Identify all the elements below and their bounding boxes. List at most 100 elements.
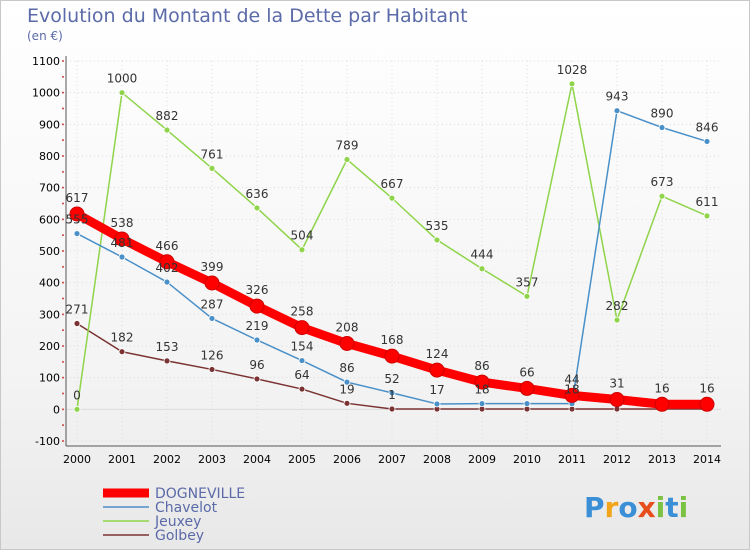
data-point-chavelot [298,357,306,364]
y-minor-tick [62,60,64,62]
y-tick-label: 800 [39,150,60,163]
logo-letter: i [655,491,666,524]
y-minor-tick [62,408,64,411]
data-point-chavelot [343,378,351,386]
data-point-chavelot [208,315,216,322]
y-minor-tick [62,186,64,189]
data-point-jeuxey [613,316,621,324]
logo-letter: x [637,491,656,524]
data-label-chavelot: 402 [156,261,179,275]
data-label-jeuxey: 1028 [557,63,588,77]
data-point-golbey [73,320,81,327]
data-point-jeuxey [568,80,576,88]
y-minor-tick [62,155,64,157]
proxiti-logo: Proxiti [584,491,688,524]
data-label-golbey: 182 [111,331,134,345]
legend-label: Golbey [155,528,204,544]
y-minor-tick [62,440,64,442]
data-label-dogneville: 258 [291,305,314,319]
data-label-golbey: 1 [388,388,396,402]
x-tick-label: 2001 [108,453,136,466]
x-tick-label: 2002 [153,453,181,466]
x-tick-label: 2010 [513,453,541,466]
y-minor-tick [62,360,64,363]
data-label-chavelot: 52 [384,372,399,386]
axes: -100010020030040050060070080090010001100… [32,55,721,466]
data-label-jeuxey: 882 [156,109,179,123]
logo-letter: r [604,491,619,524]
data-point-chavelot [163,278,171,286]
data-point-jeuxey [208,164,216,172]
data-label-dogneville: 66 [519,365,534,379]
data-point-jeuxey [388,194,396,202]
data-label-dogneville: 168 [381,333,404,347]
y-minor-tick [62,107,64,110]
chart-title: Evolution du Montant de la Dette par Hab… [27,5,468,27]
data-point-dogneville [384,348,400,364]
logo-letter: t [665,491,679,524]
data-point-chavelot [73,230,81,237]
x-tick-label: 2003 [198,453,226,466]
data-label-golbey: 271 [66,303,89,317]
data-label-golbey: 126 [201,348,224,362]
data-label-chavelot: 18 [564,383,579,397]
data-label-chavelot: 86 [339,361,354,375]
data-point-dogneville [339,335,355,351]
data-point-dogneville [654,396,670,412]
data-point-dogneville [159,254,175,270]
data-point-dogneville [249,298,265,314]
data-label-jeuxey: 789 [336,138,359,152]
data-label-jeuxey: 673 [651,175,674,189]
x-tick-label: 2011 [558,453,586,466]
data-label-golbey: 19 [339,382,354,396]
y-minor-tick [62,281,64,284]
data-point-jeuxey [703,212,711,220]
chart-unit: (en €) [27,29,63,43]
data-label-chavelot: 219 [246,319,269,333]
x-tick-label: 2005 [288,453,316,466]
data-label-jeuxey: 761 [201,147,224,161]
y-minor-tick [62,424,64,427]
y-tick-label: 100 [39,372,60,385]
data-point-chavelot [253,336,261,344]
data-label-chavelot: 846 [696,120,719,134]
y-tick-label: 500 [39,245,60,258]
data-label-jeuxey: 0 [73,388,81,402]
logo-letter: o [618,491,638,524]
y-tick-label: 400 [39,277,60,290]
data-label-dogneville: 16 [654,381,669,395]
data-point-dogneville [294,320,310,336]
data-label-chavelot: 17 [429,383,444,397]
data-point-chavelot [613,107,621,115]
data-label-chavelot: 481 [111,236,134,250]
data-point-golbey [388,405,396,413]
data-label-golbey: 64 [294,368,309,382]
data-point-dogneville [69,206,85,222]
data-point-golbey [253,375,261,383]
data-point-golbey [163,357,171,365]
y-tick-label: 200 [39,340,60,353]
data-point-jeuxey [433,236,441,244]
data-point-chavelot [703,138,711,145]
data-point-chavelot [433,400,441,408]
x-tick-label: 2009 [468,453,496,466]
data-point-golbey [118,348,126,356]
legend-label: Chavelot [155,500,218,516]
y-minor-tick [62,392,64,395]
data-point-chavelot [478,400,486,408]
y-tick-label: 0 [53,403,60,416]
data-label-dogneville: 86 [474,359,489,373]
y-minor-tick [62,250,64,252]
data-point-dogneville [429,362,445,378]
data-label-dogneville: 466 [156,239,179,253]
data-label-dogneville: 538 [111,216,134,230]
data-label-jeuxey: 667 [381,177,404,191]
data-point-golbey [298,385,306,393]
y-minor-tick [62,297,64,300]
y-tick-label: 300 [39,308,60,321]
data-point-jeuxey [478,265,486,273]
y-minor-tick [62,75,64,78]
